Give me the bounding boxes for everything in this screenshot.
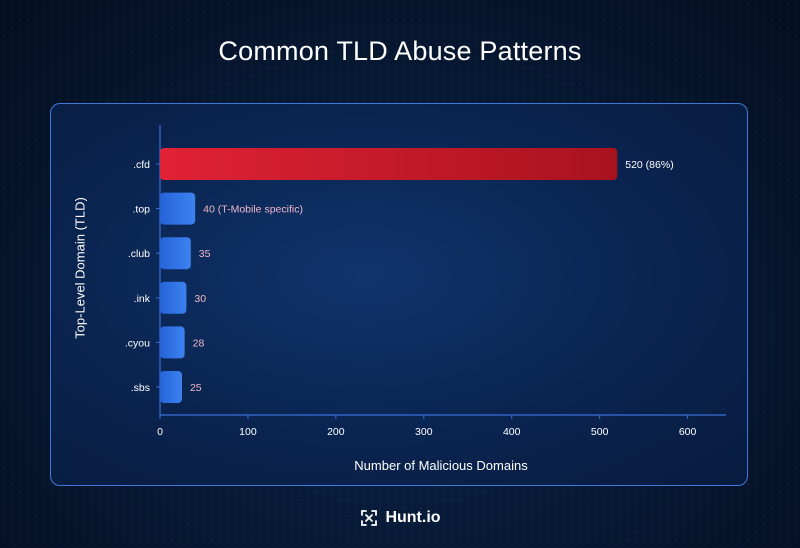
x-tick-label: 500: [591, 426, 609, 438]
brand-footer: Hunt.io: [0, 508, 800, 528]
bar-cyou: [160, 326, 185, 359]
chart-title: Common TLD Abuse Patterns: [218, 36, 582, 66]
y-tick-label: .club: [128, 248, 150, 260]
x-tick-label: 0: [157, 426, 163, 438]
data-label: 30: [194, 293, 206, 305]
data-label: 25: [190, 382, 202, 394]
data-label: 520 (86%): [625, 159, 673, 171]
data-label: 40 (T-Mobile specific): [203, 204, 303, 216]
data-label: 35: [199, 248, 211, 260]
hunt-logo-icon: [361, 510, 378, 526]
y-tick-label: .cfd: [133, 159, 150, 171]
y-axis-label: Top-Level Domain (TLD): [72, 197, 88, 339]
x-tick-label: 300: [415, 426, 433, 438]
bar-cfd: [160, 148, 618, 180]
y-tick-label: .top: [132, 204, 150, 216]
x-axis-label: Number of Malicious Domains: [354, 458, 528, 473]
brand-name: Hunt.io: [385, 509, 441, 526]
x-tick-label: 100: [239, 426, 257, 438]
bar-ink: [160, 281, 187, 314]
bar-top: [160, 192, 196, 225]
y-tick-label: .cyou: [125, 337, 150, 349]
y-tick-label: .ink: [134, 293, 151, 305]
x-tick-label: 400: [503, 426, 521, 438]
bar-club: [160, 237, 191, 270]
y-tick-label: .sbs: [131, 382, 150, 394]
data-label: 28: [193, 337, 205, 349]
x-tick-label: 600: [679, 426, 697, 438]
x-tick-label: 200: [327, 426, 345, 438]
bar-sbs: [160, 371, 182, 403]
